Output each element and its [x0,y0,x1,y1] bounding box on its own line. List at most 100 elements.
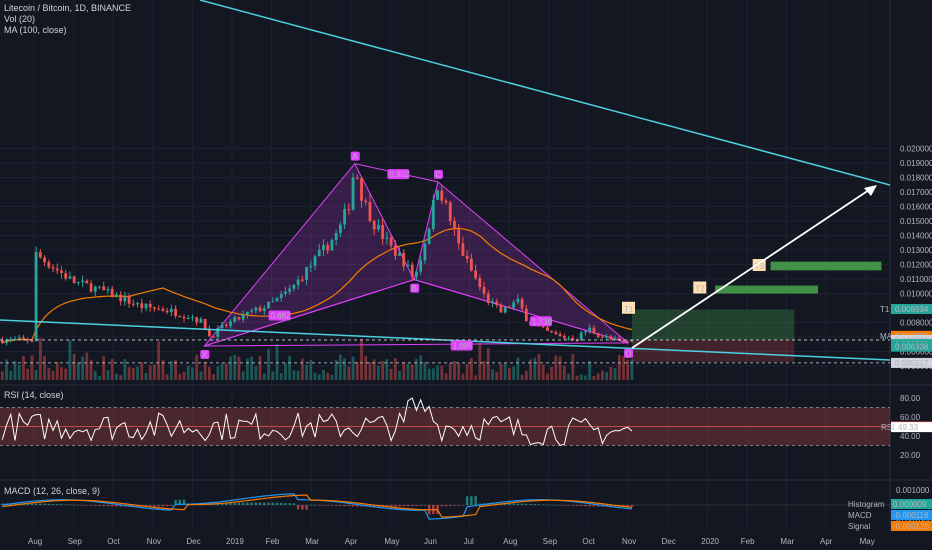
candle-body [136,303,139,305]
candle-body [271,301,275,303]
candle-body [127,296,131,304]
volume-bar [224,363,228,380]
volume-bar [191,367,194,380]
volume-bar [419,355,423,380]
time-tick: Jul [464,537,474,546]
candle-body [0,339,4,343]
volume-bar [22,355,25,380]
macd-hist-bar [56,504,59,505]
candle-body [457,229,461,244]
volume-bar [402,362,406,380]
volume-bar [106,370,110,380]
volume-bar [258,356,262,380]
macd-hist-bar [1,503,4,505]
volume-bar [153,364,156,380]
candle-body [72,276,76,283]
candle-body [389,237,393,246]
candle-body [368,201,372,221]
macd-hist-bar [174,499,177,505]
volume-bar [453,360,456,380]
trendlines [0,0,891,364]
volume-bar [279,373,283,380]
volume-bar [178,373,182,380]
volume-bar [38,338,42,380]
volume-bar [76,362,80,380]
volume-bar [372,359,376,380]
volume-bar [157,341,161,380]
volume-bar [364,356,368,380]
time-tick: Aug [503,537,517,546]
candle-body [453,220,456,230]
target-label: T1 [624,305,634,314]
volume-bar [271,371,275,380]
macd-label-name: MACD [848,511,872,520]
candle-body [469,258,473,271]
target-zone: T1 T2 T3 [622,259,882,362]
candle-body [47,262,51,268]
price-tick: 0.010000 [900,290,932,299]
volume-bar [203,361,207,380]
pattern-point-label: C [435,170,441,179]
target-label: T3 [755,262,765,271]
volume-bar [317,374,321,380]
target-zone-t3 [770,261,882,271]
volume-bar [529,359,532,380]
candle-body [5,339,8,343]
price-tick: 0.006000 [900,348,932,357]
macd-hist-bar [26,503,29,505]
candle-body [406,264,410,267]
macd-hist-bar [292,503,296,505]
price-label-name: T1 [880,305,890,314]
volume-bar [368,361,372,380]
volume-bar [516,357,520,380]
volume-bar [216,366,220,380]
macd-hist-bar [246,502,249,505]
macd-hist-bar [580,505,583,507]
macd-hist-bar [267,502,270,505]
candle-body [343,209,347,225]
volume-bar [326,372,330,380]
volume-bar [469,358,473,380]
candle-body [592,327,596,334]
macd-hist-bar [567,505,570,506]
volume-bar [237,356,241,380]
volume-bar [406,363,410,380]
volume-bar [626,359,630,380]
volume-bar [508,367,511,380]
macd-hist-bar [339,505,342,506]
volume-bar [338,354,342,380]
volume-bar [165,374,169,380]
volume-bar [115,373,118,380]
macd-hist-bar [444,505,448,507]
volume-bar [588,360,592,380]
candle-body [191,317,194,319]
macd-hist-bar [313,504,317,506]
point-marker-bg [433,169,443,179]
target-zone-green [631,309,795,340]
time-tick: Dec [662,537,676,546]
pattern-point-label: X [202,351,208,360]
candle-body [338,224,342,233]
macd-hist-bar [491,503,494,505]
pattern-leg [204,342,629,347]
candle-body [13,338,17,340]
volume-bar [596,373,600,380]
macd-hist-bar [440,505,444,507]
macd-hist-bar [115,505,118,507]
volume-bar [457,363,461,380]
volume-bar [554,355,558,380]
volume-bar [64,368,68,380]
ratio-label: 1.085 [453,341,474,350]
candle-body [254,307,258,311]
stop-zone-red [631,339,795,362]
volume-bar [550,367,554,380]
time-tick: Feb [266,537,280,546]
time-tick: Aug [28,537,42,546]
candle-body [503,306,507,313]
volume-bar [567,373,570,380]
arrow-head [864,185,877,196]
volume-bar [410,364,414,380]
time-tick: Feb [741,537,755,546]
candle-body [562,336,566,339]
